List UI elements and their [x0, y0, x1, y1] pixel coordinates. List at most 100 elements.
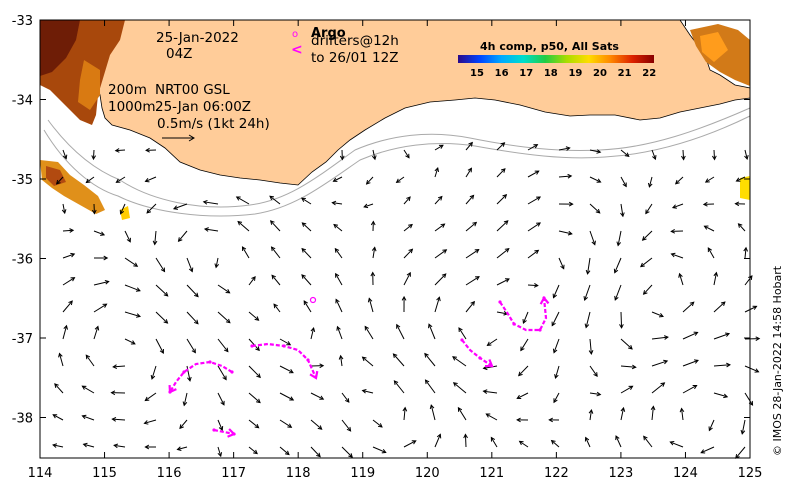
current-vector-head	[614, 295, 619, 301]
current-vector-head	[472, 221, 478, 227]
current-vector	[144, 419, 157, 424]
y-tick-label: -35	[12, 173, 33, 188]
current-vector	[682, 301, 695, 313]
current-vector-head	[287, 423, 293, 428]
current-vector	[155, 284, 169, 297]
current-vector	[434, 434, 441, 448]
current-vector-head	[225, 289, 231, 294]
x-tick-label: 118	[286, 466, 311, 481]
current-vector	[651, 360, 668, 367]
current-vector-head	[436, 296, 441, 302]
current-vector-head	[363, 203, 369, 209]
current-vector-head	[693, 359, 699, 364]
current-vector-head	[145, 147, 150, 153]
current-vector-head	[452, 356, 457, 361]
current-vector-head	[411, 440, 417, 445]
current-vector	[645, 203, 653, 214]
current-vector-head	[63, 324, 68, 330]
current-vector	[483, 365, 498, 369]
current-vector	[589, 392, 601, 396]
current-vector-head	[254, 423, 260, 429]
y-axis-ticks: -33 -34 -35 -36 -37 -38	[12, 14, 750, 427]
current-vector-head	[650, 405, 656, 411]
current-vector	[681, 408, 684, 421]
current-vector-head	[679, 407, 685, 413]
current-vector	[335, 273, 343, 286]
isobath-1000m	[43, 115, 751, 217]
current-vector	[453, 382, 467, 394]
current-vector	[558, 147, 570, 151]
current-vector	[651, 311, 664, 317]
current-vector	[146, 203, 157, 214]
current-vector-head	[548, 417, 554, 423]
current-vector	[682, 385, 697, 394]
current-vector-head	[214, 263, 220, 269]
current-vector-head	[520, 346, 525, 352]
current-vector	[527, 144, 538, 151]
current-vector	[620, 149, 630, 157]
current-vector	[62, 203, 66, 214]
current-vector	[124, 338, 136, 345]
current-vector-head	[670, 252, 676, 258]
current-vector	[203, 201, 219, 205]
current-vector-head	[310, 327, 316, 333]
current-vector-head	[163, 291, 169, 297]
current-vector	[177, 446, 188, 451]
current-vector	[341, 446, 353, 458]
current-vector	[366, 176, 374, 185]
current-vector-head	[442, 249, 448, 254]
current-vector-head	[344, 398, 350, 403]
current-vector	[86, 176, 95, 183]
current-vector	[62, 149, 67, 159]
x-tick-label: 124	[673, 466, 698, 481]
drifter-head	[168, 384, 177, 394]
current-vector	[713, 301, 726, 313]
current-vector	[558, 257, 565, 269]
current-vector	[522, 311, 529, 324]
current-vector	[248, 392, 261, 403]
current-vector	[124, 230, 131, 243]
current-vector-head	[220, 400, 225, 406]
current-vector	[403, 440, 417, 448]
current-vector-head	[467, 167, 472, 173]
current-vector	[310, 446, 321, 457]
drifter-point	[212, 428, 216, 432]
current-vector-head	[286, 341, 292, 346]
current-vector-head	[300, 197, 306, 202]
current-vector-head	[692, 384, 698, 390]
current-vector-head	[135, 287, 141, 292]
current-vector-head	[567, 230, 573, 236]
current-vector-head	[348, 453, 353, 458]
current-vector	[93, 281, 109, 286]
current-vector-head	[628, 385, 634, 390]
x-tick-label: 117	[221, 466, 246, 481]
current-vector	[553, 392, 560, 403]
colorbar-tick-label: 21	[618, 68, 632, 79]
current-vector	[527, 196, 541, 205]
current-vector-head	[463, 433, 468, 439]
current-vector-head	[402, 406, 408, 412]
current-vector-head	[428, 323, 433, 329]
current-vector-head	[583, 296, 588, 302]
current-vector-head	[332, 177, 338, 182]
current-vector-head	[500, 142, 506, 147]
current-vector	[483, 390, 498, 394]
current-vector	[713, 364, 730, 367]
current-vector	[527, 170, 539, 178]
drifter-point	[230, 370, 234, 374]
current-vector-head	[424, 379, 430, 385]
current-vector-head	[270, 246, 276, 252]
current-vector-head	[615, 435, 620, 441]
current-vector	[279, 338, 291, 346]
current-vector-head	[303, 300, 308, 306]
current-vector-head	[112, 364, 118, 369]
current-vector-head	[502, 194, 508, 199]
x-tick-label: 116	[157, 466, 182, 481]
current-vector-head	[110, 390, 116, 396]
current-vector	[333, 176, 343, 182]
current-vector-head	[616, 241, 622, 247]
current-vector-head	[748, 275, 753, 280]
current-vector	[553, 338, 560, 353]
current-vector-head	[663, 335, 669, 340]
colorbar-tick-label: 20	[593, 68, 607, 79]
